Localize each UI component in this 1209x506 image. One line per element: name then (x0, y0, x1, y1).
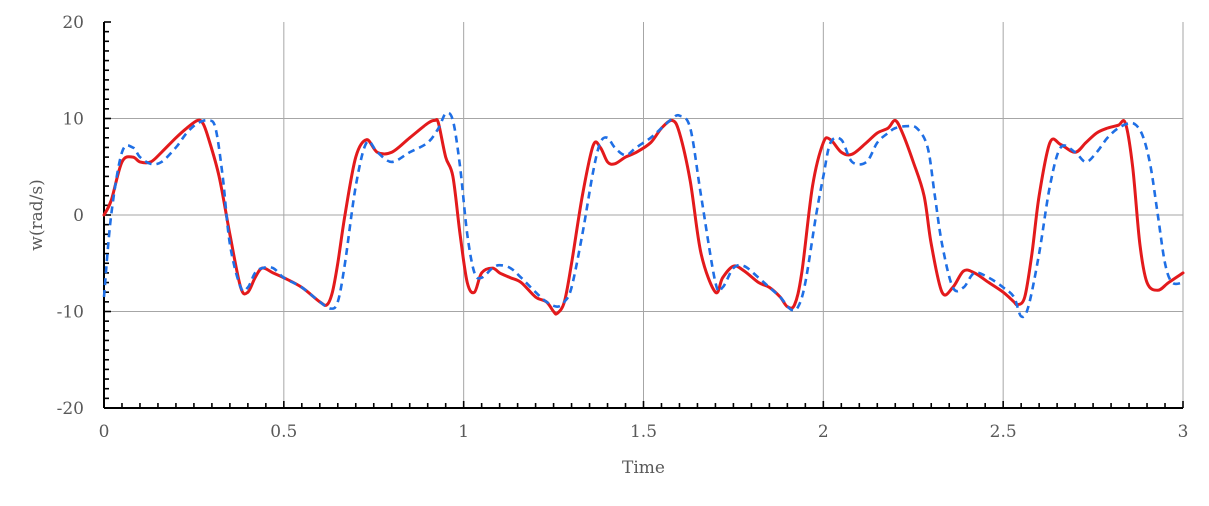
series-line-solid (102, 118, 1185, 316)
y-tick-label: 20 (62, 13, 84, 33)
y-tick-label: 0 (73, 206, 84, 226)
axis-layer (103, 21, 1184, 409)
x-tick-label: 3 (1178, 422, 1189, 442)
tick-label-layer: 0 0.5 1 1.5 2 2.5 3 -20 -10 0 10 20 (57, 13, 1189, 442)
y-tick-label: -10 (57, 303, 84, 323)
series-line-dashed (102, 111, 1184, 319)
x-tick-label: 2.5 (990, 422, 1017, 442)
x-tick-label: 0 (99, 422, 110, 442)
y-tick-label: 10 (62, 110, 84, 130)
x-tick-label: 2 (818, 422, 829, 442)
grid-layer (104, 22, 1184, 408)
series-layer (102, 111, 1185, 319)
y-tick-label: -20 (57, 399, 84, 419)
x-tick-label: 1.5 (630, 422, 657, 442)
x-axis-title: Time (622, 458, 665, 478)
x-tick-label: 0.5 (270, 422, 297, 442)
x-tick-label: 1 (458, 422, 469, 442)
y-axis-title: w(rad/s) (27, 179, 47, 250)
